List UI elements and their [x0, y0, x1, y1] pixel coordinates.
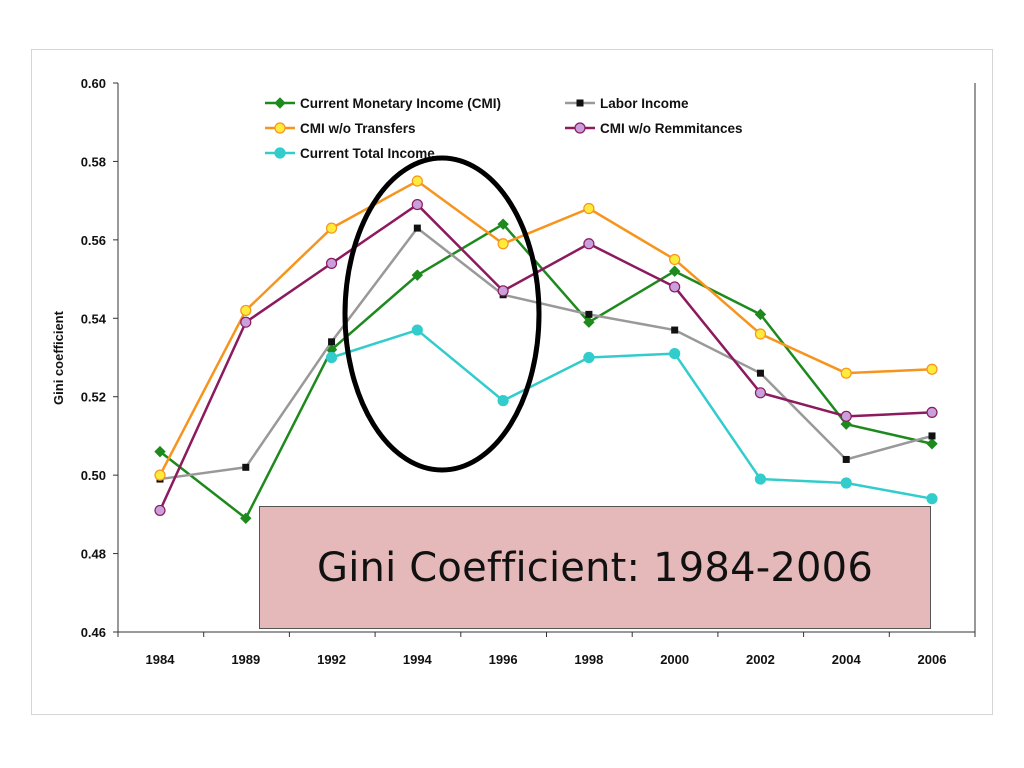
data-point-cmi-w-o-transfers: [497, 238, 509, 250]
data-point-current-monetary-income-cmi: [754, 308, 767, 321]
data-point-current-monetary-income-cmi: [411, 269, 424, 281]
legend-label-cmi-w-o-transfers: CMI w/o Transfers: [300, 121, 416, 136]
data-point-current-total-income: [669, 347, 681, 360]
series-current-total-income: [325, 324, 938, 505]
legend-label-labor-income: Labor Income: [600, 96, 689, 111]
series-line-cmi-w-o-remmitances: [158, 203, 933, 511]
data-point-cmi-w-o-remmitances: [926, 406, 938, 418]
legend-label-current-monetary-income-cmi: Current Monetary Income (CMI): [300, 96, 501, 111]
caption-box: Gini Coefficient: 1984-2006: [259, 506, 931, 629]
y-tick-label: 0.60: [81, 76, 106, 91]
y-tick-label: 0.48: [81, 547, 106, 562]
data-point-current-monetary-income-cmi: [840, 418, 852, 430]
data-point-labor-income: [328, 338, 336, 346]
series-labor-income: [156, 224, 936, 483]
data-point-labor-income: [413, 224, 421, 232]
data-point-cmi-w-o-remmitances: [325, 257, 338, 269]
legend-marker-cmi-w-o-transfers: [274, 122, 286, 134]
data-point-labor-income: [671, 326, 679, 334]
data-point-current-total-income: [497, 395, 509, 407]
legend-marker-current-total-income: [274, 147, 286, 159]
data-point-current-total-income: [325, 351, 338, 364]
data-point-current-total-income: [411, 324, 423, 336]
data-point-labor-income: [842, 455, 850, 463]
data-point-current-total-income: [583, 351, 595, 364]
x-tick-label: 1994: [403, 652, 433, 667]
series-line-labor-income: [159, 226, 933, 481]
data-point-cmi-w-o-remmitances: [840, 410, 852, 422]
legend-marker-cmi-w-o-remmitances: [574, 122, 586, 134]
data-point-labor-income: [928, 432, 936, 440]
data-point-cmi-w-o-remmitances: [240, 316, 252, 328]
data-point-cmi-w-o-transfers: [154, 469, 166, 481]
data-point-cmi-w-o-remmitances: [669, 281, 681, 293]
y-axis-label: Gini coefficient: [51, 310, 66, 405]
series-cmi-w-o-transfers: [154, 175, 938, 481]
data-point-cmi-w-o-remmitances: [583, 238, 595, 250]
series-layer: [154, 175, 938, 524]
data-point-cmi-w-o-transfers: [240, 304, 252, 317]
series-current-monetary-income-cmi: [154, 218, 938, 524]
data-point-current-monetary-income-cmi: [497, 218, 509, 230]
data-point-current-monetary-income-cmi: [583, 316, 595, 328]
annotation-layer: [342, 155, 542, 473]
y-tick-label: 0.58: [81, 154, 106, 169]
legend-marker-labor-income: [576, 99, 584, 107]
data-point-labor-income: [756, 369, 764, 377]
y-tick-label: 0.50: [81, 468, 106, 483]
data-point-cmi-w-o-remmitances: [754, 387, 767, 399]
highlight-ellipse: [342, 155, 542, 473]
x-tick-label: 2006: [918, 652, 947, 667]
data-point-cmi-w-o-transfers: [840, 367, 852, 379]
series-line-current-total-income: [331, 328, 933, 500]
data-point-cmi-w-o-remmitances: [497, 285, 509, 297]
data-point-labor-income: [242, 463, 250, 471]
data-point-cmi-w-o-transfers: [325, 222, 338, 234]
data-point-current-monetary-income-cmi: [926, 438, 938, 450]
y-tick-label: 0.46: [81, 625, 106, 640]
legend-label-current-total-income: Current Total Income: [300, 146, 435, 161]
series-cmi-w-o-remmitances: [154, 198, 938, 517]
data-point-current-monetary-income-cmi: [668, 265, 681, 277]
data-point-cmi-w-o-transfers: [754, 328, 767, 340]
data-point-current-total-income: [840, 477, 852, 489]
data-point-labor-income: [585, 310, 593, 318]
data-point-cmi-w-o-transfers: [583, 202, 595, 215]
data-point-current-monetary-income-cmi: [240, 512, 252, 524]
legend-marker-current-monetary-income-cmi: [274, 97, 286, 109]
x-tick-label: 2004: [832, 652, 862, 667]
axis-ticks: 0.46 0.48 0.50 0.52 0.54 0.56 0.58 0.60 1984 1989…: [81, 76, 976, 667]
data-point-current-total-income: [926, 493, 938, 505]
data-point-cmi-w-o-transfers: [411, 175, 423, 187]
x-tick-label: 1996: [489, 652, 518, 667]
series-line-cmi-w-o-transfers: [158, 179, 933, 476]
data-point-cmi-w-o-remmitances: [411, 198, 423, 211]
x-tick-label: 2000: [660, 652, 689, 667]
data-point-cmi-w-o-transfers: [669, 253, 681, 266]
x-tick-label: 1984: [146, 652, 176, 667]
legend: Current Monetary Income (CMI) Labor Incom…: [265, 96, 743, 161]
y-tick-label: 0.52: [81, 390, 106, 405]
data-point-cmi-w-o-remmitances: [154, 504, 166, 517]
legend-label-cmi-w-o-remmitances: CMI w/o Remmitances: [600, 121, 743, 136]
data-point-current-total-income: [754, 473, 767, 485]
x-tick-label: 1992: [317, 652, 346, 667]
y-tick-label: 0.56: [81, 233, 106, 248]
x-tick-label: 2002: [746, 652, 775, 667]
y-tick-label: 0.54: [81, 311, 107, 326]
x-tick-label: 1989: [231, 652, 260, 667]
caption-text: Gini Coefficient: 1984-2006: [317, 544, 873, 591]
data-point-cmi-w-o-transfers: [926, 363, 938, 375]
data-point-current-monetary-income-cmi: [154, 445, 166, 458]
series-line-current-monetary-income-cmi: [159, 222, 933, 520]
x-tick-label: 1998: [574, 652, 603, 667]
